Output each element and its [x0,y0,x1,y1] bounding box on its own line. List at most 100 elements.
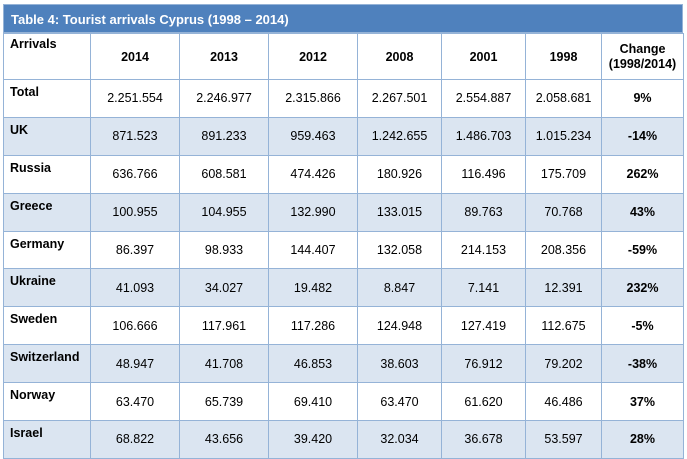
cell-2013: 65.739 [179,382,269,422]
cell-2012: 117.286 [268,306,358,346]
table-row: Greece 100.955 104.955 132.990 133.015 89.763… [3,192,684,232]
cell-2013: 34.027 [179,268,269,308]
cell-2013: 891.233 [179,116,269,156]
cell-2013: 98.933 [179,230,269,270]
cell-change: 9% [601,79,684,118]
cell-2008: 8.847 [357,268,442,308]
table-body: Arrivals 2014 2013 2012 2008 2001 1998 C… [3,33,684,459]
cell-change: 43% [601,192,684,232]
table-title: Table 4: Tourist arrivals Cyprus (1998 –… [3,4,683,33]
cell-change: -5% [601,306,684,346]
cell-1998: 112.675 [525,306,602,346]
table-row: Norway 63.470 65.739 69.410 63.470 61.620 46.4… [3,382,684,422]
cell-change: 28% [601,420,684,459]
cell-1998: 2.058.681 [525,79,602,118]
cell-country: Germany [3,230,91,270]
cell-2014: 63.470 [90,382,180,422]
cell-2014: 68.822 [90,420,180,459]
cell-1998: 53.597 [525,420,602,459]
cell-2013: 41.708 [179,344,269,384]
cell-1998: 70.768 [525,192,602,232]
cell-2001: 89.763 [441,192,526,232]
cell-2013: 104.955 [179,192,269,232]
cell-2014: 2.251.554 [90,79,180,118]
cell-2001: 214.153 [441,230,526,270]
table-row: Israel 68.822 43.656 39.420 32.034 36.678 53.5… [3,420,684,459]
cell-country: Russia [3,154,91,194]
cell-1998: 79.202 [525,344,602,384]
column-header-2001: 2001 [441,33,526,80]
cell-2013: 608.581 [179,154,269,194]
cell-2012: 69.410 [268,382,358,422]
column-header-2012: 2012 [268,33,358,80]
cell-2014: 100.955 [90,192,180,232]
column-header-change-line1: Change [619,41,666,56]
cell-2008: 132.058 [357,230,442,270]
cell-country: Switzerland [3,344,91,384]
cell-2012: 132.990 [268,192,358,232]
column-header-change-line2: (1998/2014) [608,56,677,71]
cell-2013: 2.246.977 [179,79,269,118]
table-row: Total 2.251.554 2.246.977 2.315.866 2.267.50… [3,79,684,118]
cell-2013: 43.656 [179,420,269,459]
cell-country: Ukraine [3,268,91,308]
cell-2001: 36.678 [441,420,526,459]
cell-2001: 127.419 [441,306,526,346]
cell-2012: 19.482 [268,268,358,308]
column-header-2013: 2013 [179,33,269,80]
cell-1998: 1.015.234 [525,116,602,156]
cell-change: -38% [601,344,684,384]
cell-2008: 2.267.501 [357,79,442,118]
cell-2014: 48.947 [90,344,180,384]
cell-country: UK [3,116,91,156]
cell-2008: 124.948 [357,306,442,346]
column-header-2014: 2014 [90,33,180,80]
cell-2008: 133.015 [357,192,442,232]
cell-2012: 39.420 [268,420,358,459]
cell-2014: 871.523 [90,116,180,156]
cell-country: Greece [3,192,91,232]
column-header-1998: 1998 [525,33,602,80]
table-row: Ukraine 41.093 34.027 19.482 8.847 7.141 12.39… [3,268,684,308]
column-header-arrivals: Arrivals [3,33,91,80]
cell-2001: 7.141 [441,268,526,308]
cell-2012: 144.407 [268,230,358,270]
cell-1998: 46.486 [525,382,602,422]
cell-2001: 61.620 [441,382,526,422]
cell-2013: 117.961 [179,306,269,346]
cell-change: 262% [601,154,684,194]
cell-2012: 46.853 [268,344,358,384]
table-row: Sweden 106.666 117.961 117.286 124.948 127.41… [3,306,684,346]
cell-2008: 38.603 [357,344,442,384]
cell-country: Norway [3,382,91,422]
cell-2008: 180.926 [357,154,442,194]
cell-1998: 12.391 [525,268,602,308]
cell-2001: 76.912 [441,344,526,384]
cell-2001: 2.554.887 [441,79,526,118]
tourist-arrivals-table-container: Table 4: Tourist arrivals Cyprus (1998 –… [3,4,684,459]
cell-2008: 32.034 [357,420,442,459]
cell-change: 37% [601,382,684,422]
cell-2014: 636.766 [90,154,180,194]
cell-2012: 959.463 [268,116,358,156]
cell-1998: 175.709 [525,154,602,194]
cell-2001: 116.496 [441,154,526,194]
cell-2001: 1.486.703 [441,116,526,156]
tourist-arrivals-table: Arrivals 2014 2013 2012 2008 2001 1998 C… [3,33,684,459]
column-header-2008: 2008 [357,33,442,80]
cell-country: Total [3,79,91,118]
table-row: Russia 636.766 608.581 474.426 180.926 116.49… [3,154,684,194]
cell-2014: 106.666 [90,306,180,346]
table-header-row: Arrivals 2014 2013 2012 2008 2001 1998 C… [3,33,684,80]
cell-country: Sweden [3,306,91,346]
cell-country: Israel [3,420,91,459]
table-row: Switzerland 48.947 41.708 46.853 38.603 76.91… [3,344,684,384]
table-row: UK 871.523 891.233 959.463 1.242.655 1.486.70… [3,116,684,156]
column-header-change: Change (1998/2014) [601,33,684,80]
cell-change: 232% [601,268,684,308]
cell-1998: 208.356 [525,230,602,270]
cell-change: -59% [601,230,684,270]
cell-2008: 1.242.655 [357,116,442,156]
table-row: Germany 86.397 98.933 144.407 132.058 214.153… [3,230,684,270]
cell-2008: 63.470 [357,382,442,422]
